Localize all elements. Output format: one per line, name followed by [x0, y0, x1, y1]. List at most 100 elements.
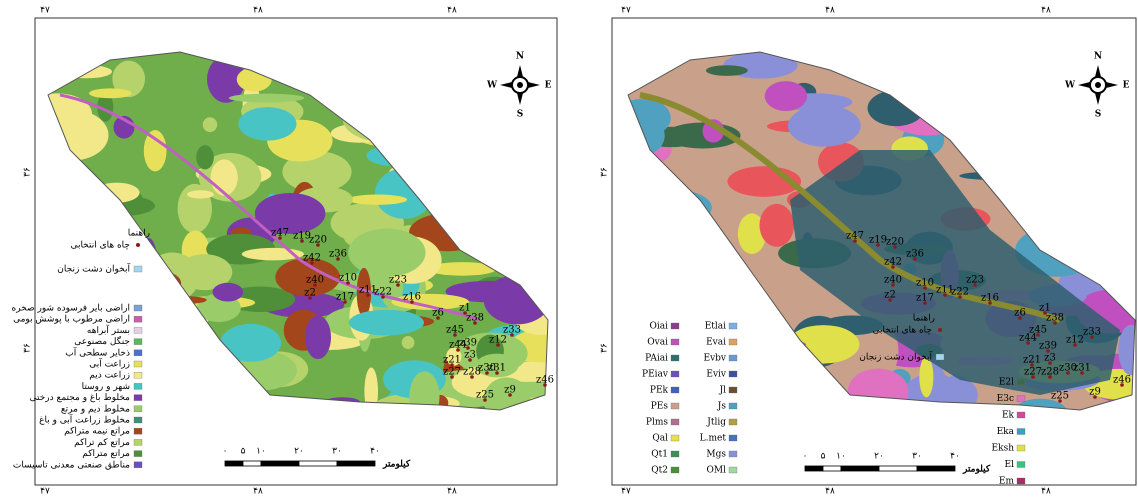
well-label: z11: [359, 285, 377, 296]
legend-label: Qal: [652, 434, 668, 444]
well: [495, 371, 499, 375]
river: [59, 93, 481, 322]
legend-label: L.met: [700, 434, 727, 444]
well-label: z2: [884, 290, 896, 301]
legend-swatch: [670, 450, 680, 458]
legend-swatch: [670, 354, 680, 362]
legend-label: مراتع متراکم: [82, 449, 130, 459]
well-label: z1: [1039, 303, 1051, 314]
legend-swatch: [728, 450, 738, 458]
legend-swatch: [133, 428, 143, 435]
well: [450, 375, 454, 379]
well: [366, 293, 370, 297]
map-patch: [176, 254, 233, 291]
legend-label: Etlai: [705, 322, 726, 332]
legend-label: Qt1: [651, 450, 668, 460]
scale-tick: ۱۰: [256, 447, 266, 457]
well: [1053, 321, 1057, 325]
coord-label: ۴۸: [253, 487, 263, 497]
well-label: z12: [489, 335, 507, 346]
legend-label: PEiav: [642, 370, 669, 380]
legend-swatch: [133, 461, 143, 468]
coord-label: ۴۸: [447, 6, 457, 16]
well: [1120, 383, 1124, 387]
well: [346, 281, 350, 285]
legend-label: E3c: [997, 394, 1014, 404]
well: [510, 333, 514, 337]
map-patch: [187, 190, 214, 199]
legend-swatch: [1016, 428, 1026, 435]
scale-bar: [260, 460, 300, 467]
well: [473, 321, 477, 325]
legend-label: Eka: [997, 427, 1015, 437]
well: [943, 293, 947, 297]
compass-letter: E: [1123, 81, 1130, 91]
map-patch: [401, 336, 415, 350]
map-patch: [872, 327, 899, 376]
legend-title: راهنما: [913, 314, 935, 324]
well-label: z44: [449, 340, 467, 351]
well-label: z17: [336, 292, 354, 303]
well-label: z47: [846, 231, 864, 242]
legend-label: Evai: [706, 338, 726, 348]
scale-bar: [242, 460, 262, 467]
legend-label: اراضی مرطوب با پوشش بومی: [13, 315, 130, 325]
legend-swatch: [670, 338, 680, 346]
well: [1048, 375, 1052, 379]
map-patch: [764, 81, 808, 112]
well: [496, 343, 500, 347]
legend-label: Em: [999, 477, 1015, 487]
well-label: z40: [884, 275, 902, 286]
compass-rose: [517, 82, 523, 88]
legend-swatch: [133, 372, 143, 379]
well-label: z46: [536, 375, 554, 386]
map-patch: [787, 105, 861, 147]
map-patch: [356, 267, 372, 318]
well: [973, 283, 977, 287]
legend-title: راهنما: [128, 229, 150, 239]
legend-swatch: [670, 402, 680, 410]
scale-tick: ۰: [223, 447, 228, 457]
well: [381, 295, 385, 299]
legend-label: شهر و روستا: [82, 382, 130, 392]
legend-label: مراتع کم تراکم: [74, 438, 130, 448]
map-patch: [228, 93, 305, 103]
coord-label: ۳۶: [23, 167, 33, 177]
scale-bar: [840, 465, 880, 472]
well-label: z20: [309, 235, 327, 246]
well-label: z45: [1029, 325, 1047, 336]
legend-swatch: [728, 354, 738, 362]
map-patch: [97, 92, 114, 122]
coord-label: ۴۸: [447, 487, 457, 497]
legend-label: چاه های انتخابی: [70, 241, 130, 251]
scale-tick: ۵: [241, 447, 246, 457]
well-label: z10: [339, 273, 357, 284]
well: [508, 393, 512, 397]
map-patch: [275, 258, 340, 297]
well: [456, 348, 460, 352]
scale-tick: ۱۰: [836, 452, 846, 462]
well-label: z21: [443, 355, 461, 366]
scale-tick: ۴۰: [370, 447, 380, 457]
well-label: z39: [459, 338, 477, 349]
map-patch: [112, 60, 146, 98]
legend-label: آبخوان دشت زنجان: [57, 263, 130, 275]
outline: [47, 51, 549, 411]
scale-tick: ۵: [821, 452, 826, 462]
map-patch: [202, 117, 218, 133]
well: [1058, 399, 1062, 403]
scale-tick: ۳۰: [332, 447, 342, 457]
map-patch: [212, 282, 244, 302]
well: [891, 283, 895, 287]
well: [450, 363, 454, 367]
map-patch: [220, 323, 282, 362]
coord-label: ۴۷: [40, 6, 50, 16]
well: [1018, 316, 1022, 320]
map-patch: [427, 262, 497, 276]
legend-label: Ek: [1002, 411, 1015, 421]
well: [988, 301, 992, 305]
well: [343, 300, 347, 304]
coord-label: ۳۶: [23, 343, 33, 353]
legend-swatch: [133, 360, 143, 368]
